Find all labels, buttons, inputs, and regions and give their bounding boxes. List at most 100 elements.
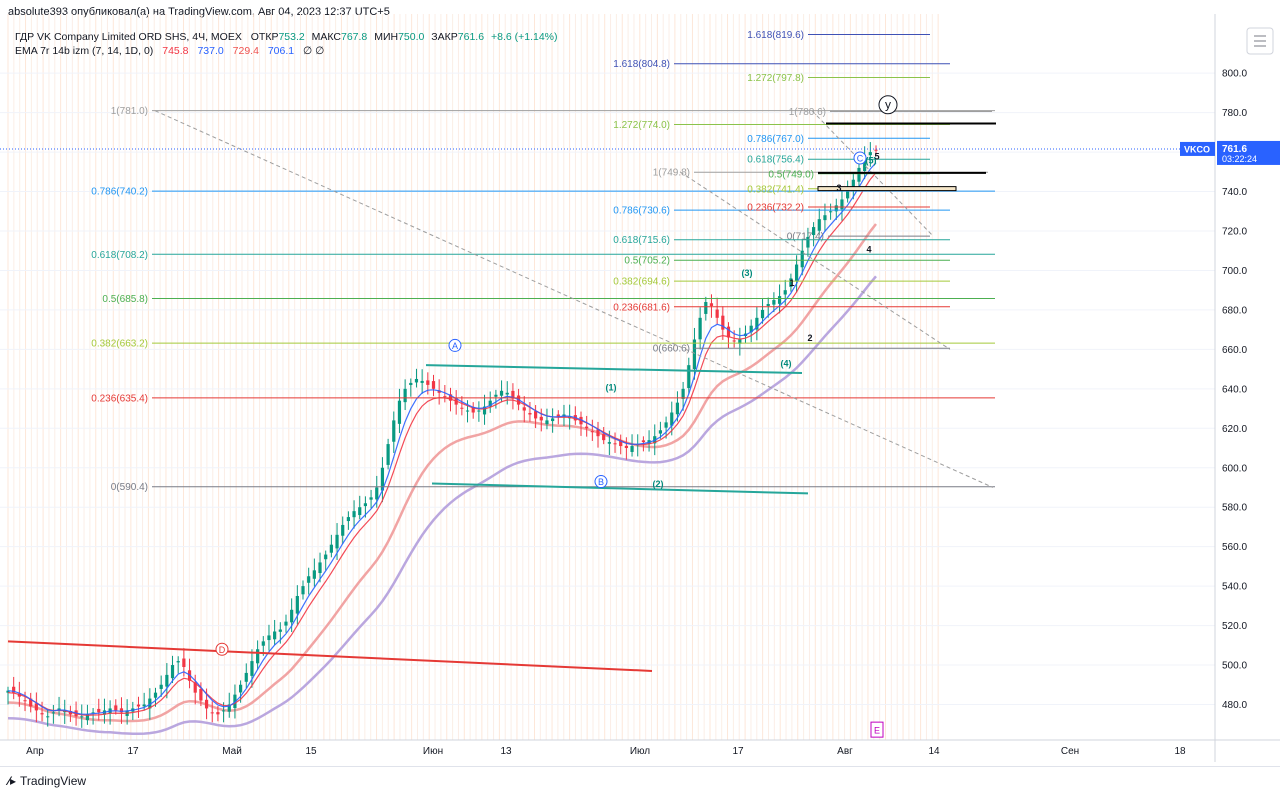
candle-body xyxy=(607,442,611,444)
candle-body xyxy=(777,296,782,304)
candle-body xyxy=(165,674,169,687)
fib-mid-level-label: 0.786(730.6) xyxy=(613,206,670,217)
candle-body xyxy=(284,621,288,626)
ema-label[interactable]: EMA 7r 14b izm (7, 14, 1D, 0) xyxy=(15,45,154,57)
candle-body xyxy=(114,705,118,711)
ema-tail: ∅ ∅ xyxy=(303,45,325,57)
candle-body xyxy=(794,264,799,281)
candle-body xyxy=(46,716,50,718)
candle-body xyxy=(766,304,770,306)
footer-bar: ⁄▸ TradingView xyxy=(0,766,1280,796)
candle-body xyxy=(375,487,379,500)
black-box-742 xyxy=(817,186,957,192)
symbol-name[interactable]: ГДР VK Company Limited ORD SHS, 4Ч, MOEX xyxy=(15,31,242,43)
ema-row[interactable]: EMA 7r 14b izm (7, 14, 1D, 0) 745.8 737.… xyxy=(15,44,562,58)
candle-body xyxy=(210,712,214,714)
price-badge-box xyxy=(1217,140,1280,165)
ema-fast-blue-line xyxy=(7,162,877,715)
candle-body xyxy=(221,710,226,712)
ema-value-4: 706.1 xyxy=(267,45,295,57)
wave-label-B: B xyxy=(598,477,604,487)
candle-body xyxy=(806,236,810,248)
candle-body xyxy=(437,390,441,393)
candle-body xyxy=(488,400,492,407)
candle-body xyxy=(482,406,487,415)
fib-mid-level-label: 0.382(694.6) xyxy=(613,277,670,288)
candle-body xyxy=(193,682,197,693)
candle-body xyxy=(556,414,560,417)
candle-body xyxy=(823,215,827,221)
ema-value-1: 745.8 xyxy=(162,45,189,57)
candle-body xyxy=(431,381,436,389)
candle-body xyxy=(749,325,753,333)
wave-label-5: (5) xyxy=(866,155,877,165)
high-label: МАКС xyxy=(311,31,341,43)
candle-body xyxy=(545,420,549,425)
y-tick-label: 520.0 xyxy=(1222,621,1247,632)
y-tick-label: 720.0 xyxy=(1222,227,1247,238)
ticker-badge-label: VKCO xyxy=(1184,144,1210,154)
candle-body xyxy=(675,402,680,415)
fib-level-0236-label: 0.236(635.4) xyxy=(91,393,148,404)
y-tick-label: 640.0 xyxy=(1222,384,1247,395)
y-tick-label: 660.0 xyxy=(1222,345,1247,356)
candle-body xyxy=(341,524,345,536)
price-badge-countdown: 03:22:24 xyxy=(1222,154,1257,164)
candle-body xyxy=(346,517,350,522)
y-tick-label: 600.0 xyxy=(1222,463,1247,474)
candle-body xyxy=(40,713,44,715)
candle-body xyxy=(687,365,691,389)
y-tick-label: 580.0 xyxy=(1222,503,1247,514)
symbol-row[interactable]: ГДР VK Company Limited ORD SHS, 4Ч, MOEX… xyxy=(15,30,562,44)
candle-body xyxy=(829,211,833,213)
candle-body xyxy=(851,179,855,188)
y-tick-label: 800.0 xyxy=(1222,69,1247,80)
candle-body xyxy=(23,700,27,702)
dashed-trend-2 xyxy=(679,171,951,350)
candle-body xyxy=(681,388,685,399)
wave-label-4: 4 xyxy=(866,244,871,254)
candle-body xyxy=(692,339,697,370)
candle-body xyxy=(732,340,736,342)
candle-body xyxy=(704,302,708,314)
tradingview-logo[interactable]: ⁄▸ TradingView xyxy=(8,774,86,788)
candle-body xyxy=(426,380,430,385)
wave-label-C-circle xyxy=(853,151,867,165)
price-badge-value: 761.6 xyxy=(1222,144,1247,155)
ticker-badge-box xyxy=(1180,141,1215,156)
candle-body xyxy=(868,152,872,156)
x-tick-label: 17 xyxy=(127,746,139,757)
candle-body xyxy=(811,227,816,236)
candle-body xyxy=(857,167,861,182)
wave-label-3: 3 xyxy=(836,183,841,193)
fib-mid-level-label: 1.618(804.8) xyxy=(613,59,670,70)
candle-body xyxy=(834,205,838,212)
candle-body xyxy=(256,649,260,664)
chart-legend: ГДР VK Company Limited ORD SHS, 4Ч, MOEX… xyxy=(15,30,562,58)
wave-label-D-circle xyxy=(215,642,229,656)
candle-body xyxy=(227,704,231,712)
wave-label-2: 2 xyxy=(807,333,812,343)
x-tick-label: Авг xyxy=(837,746,853,757)
candle-body xyxy=(414,378,419,383)
ema-value-2: 737.0 xyxy=(197,45,224,57)
fib-level-05-label: 0.5(685.8) xyxy=(102,294,148,305)
wave-label-B-circle xyxy=(594,475,608,489)
triangle-lower-line xyxy=(7,640,653,672)
candle-body xyxy=(329,544,333,553)
candle-body xyxy=(397,400,402,424)
candle-body xyxy=(539,416,543,421)
candle-body xyxy=(153,692,158,698)
candle-body xyxy=(216,712,220,715)
candle-body xyxy=(715,309,719,318)
candle-body xyxy=(494,394,498,397)
candle-body xyxy=(29,698,33,707)
candle-body xyxy=(335,534,339,549)
candle-body xyxy=(443,396,447,398)
y-tick-label: 700.0 xyxy=(1222,266,1247,277)
brand-name: TradingView xyxy=(20,774,87,788)
candle-body xyxy=(783,290,787,295)
y-tick-label: 560.0 xyxy=(1222,542,1247,553)
